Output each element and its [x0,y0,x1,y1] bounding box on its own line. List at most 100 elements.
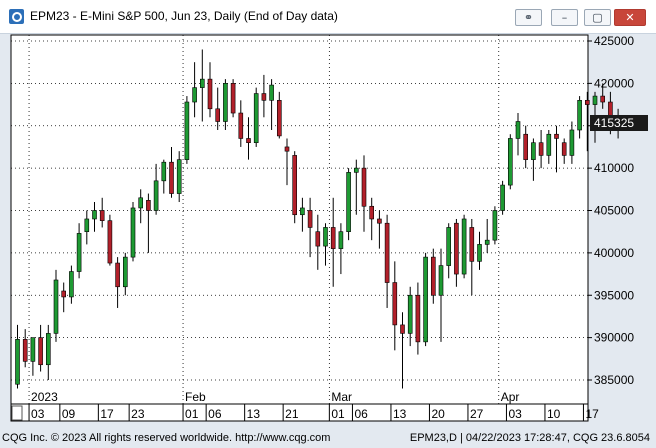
candle-body [246,138,251,144]
candle-body [38,337,43,366]
candle-body [507,138,513,186]
candle-body [600,95,606,103]
candle-body [538,142,544,156]
copyright-text: CQG Inc. © 2023 All rights reserved worl… [2,432,331,444]
price-label: 390000 [594,331,634,345]
month-label: Feb [185,390,206,404]
date-label: 10 [547,407,561,421]
candle-body [353,167,359,173]
candle-body [238,112,244,139]
candle-body [454,222,459,275]
candle-body [92,210,97,220]
candle-body [377,218,382,224]
candle-body [307,210,313,228]
window-title: EPM23 - E-Mini S&P 500, Jun 23, Daily (E… [30,9,338,23]
candle-body [30,337,36,362]
candle-body [22,339,28,362]
candle-body [315,231,321,247]
candle-body [130,207,136,258]
price-label: 395000 [594,288,634,302]
month-label: 2023 [31,390,58,404]
candle-body [546,133,552,156]
candle-body [323,227,328,247]
candle-body [153,180,159,211]
date-label: 21 [285,407,299,421]
candle-body [292,155,298,216]
candle-body [161,161,167,182]
candle-body [430,256,436,296]
candle-body [269,84,274,101]
date-label: 13 [247,407,261,421]
candle-body [561,142,567,156]
maximize-icon: ▢ [592,11,603,24]
maximize-button[interactable]: ▢ [584,9,611,26]
date-label: 17 [100,407,114,421]
date-label: 23 [131,407,145,421]
candle-body [569,129,575,156]
candle-body [146,200,151,211]
month-label: Apr [501,390,520,404]
candle-body [415,294,421,343]
symbol-timestamp: EPM23,D | 04/22/2023 17:28:47, CQG 23.6.… [409,432,650,444]
candle-body [392,282,398,326]
candle-body [200,78,205,88]
candle-body [523,133,529,160]
month-label: Mar [331,390,352,404]
candle-body [284,146,290,152]
price-label: 410000 [594,161,634,175]
candle-body [531,142,536,160]
candle-body [400,324,405,334]
candle-body [461,218,467,275]
price-label: 385000 [594,373,634,387]
candle-body [361,167,367,207]
candle-body [369,205,375,220]
close-icon: ✕ [625,11,635,24]
candle-body [84,218,90,232]
candle-body [300,207,305,216]
candle-body [192,87,197,103]
candle-body [438,265,444,296]
app-logo-icon [9,9,24,24]
candle-body [276,100,282,137]
date-label: 06 [208,407,222,421]
candle-body [53,279,59,334]
candle-body [477,244,482,262]
candle-body [484,239,490,245]
candle-body [592,95,598,105]
candle-body [76,233,82,272]
candle-body [61,290,67,298]
last-price-marker [590,114,648,131]
date-label: 20 [431,407,445,421]
candle-body [176,159,182,194]
status-bar: CQG Inc. © 2023 All rights reserved worl… [0,428,656,448]
date-label: 03 [508,407,522,421]
title-bar: EPM23 - E-Mini S&P 500, Jun 23, Daily (E… [0,0,656,34]
candle-body [577,100,582,131]
candle-body [223,83,228,122]
price-label: 405000 [594,204,634,218]
price-label: 420000 [594,76,634,90]
date-label: 06 [354,407,368,421]
minimize-button[interactable]: – [551,9,578,26]
candle-body [384,222,390,283]
candle-body [492,210,498,241]
last-price-label: 415325 [594,116,634,130]
date-label: 27 [470,407,484,421]
candle-body [330,227,336,249]
plot-area [10,34,589,422]
candle-body [99,210,105,221]
candle-body [515,121,521,139]
link-button[interactable]: ⚭ [515,9,542,26]
link-icon: ⚭ [523,11,534,24]
candle-body [346,172,351,232]
candle-body [338,231,344,249]
candle-body [230,83,236,114]
minimize-icon: – [561,11,568,24]
candle-body [45,333,51,366]
close-button[interactable]: ✕ [614,9,646,26]
scroll-handle[interactable] [11,405,23,421]
date-label: 17 [585,407,599,421]
candle-body [554,133,559,139]
